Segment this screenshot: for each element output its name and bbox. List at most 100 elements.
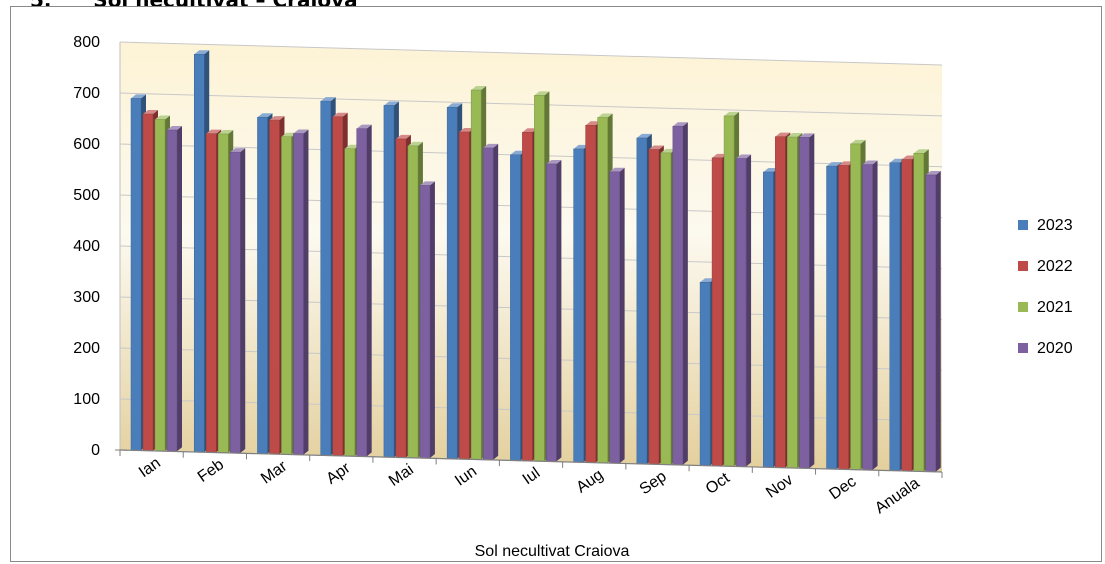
bar-2021-nov [787,136,798,469]
x-axis-line [119,449,943,473]
gridline [119,92,943,117]
bar-top [913,149,929,154]
bar-top [447,103,463,108]
bar-top [850,139,866,144]
bar-2021-feb [217,133,229,453]
x-tick-label: Apr [323,459,354,488]
x-tick-label: Mar [258,457,291,487]
legend-swatch-2022 [1018,261,1028,271]
bar-top [407,141,423,146]
bar-top [712,153,728,158]
bar-2021-dec [850,143,861,470]
bar-2022-oct [711,157,723,467]
bar-top [636,133,652,138]
bar-2022-nov [775,136,786,468]
bar-top [672,122,688,127]
y-tick-label: 500 [73,187,100,204]
bar-2020-feb [229,151,241,454]
y-tick-label: 600 [73,136,100,153]
bar-2023-ian [130,98,142,451]
bar-2021-oct [723,115,735,467]
legend-label-2021: 2021 [1037,299,1073,316]
bar-top [257,113,273,118]
bar-2022-mai [395,138,407,458]
bar-2020-apr [356,128,367,457]
x-tick-label: Aug [573,466,606,496]
bar-2021-sep [660,152,672,465]
bar-2022-sep [648,149,660,465]
x-tick-label: Nov [763,471,796,501]
bar-2023-sep [636,137,648,465]
bar-2022-dec [838,165,849,470]
bar-2021-anuala [913,152,925,472]
bar-top [700,278,716,283]
bar-side [619,167,625,464]
bar-top [471,86,487,91]
bar-2023-iun [446,106,458,460]
bar-top [281,132,297,137]
bar-top [585,121,601,126]
legend-label-2023: 2023 [1037,217,1073,234]
y-tick-label: 0 [91,442,100,459]
bar-top [155,115,170,120]
bar-2021-apr [344,148,355,457]
bar-top [230,148,246,153]
x-tick-label: Sep [637,468,670,498]
bar-2022-mar [269,119,280,455]
bar-2020-nov [799,137,810,469]
bar-2021-aug [597,117,608,464]
bar-2021-iun [470,89,482,460]
bar-top [395,134,411,139]
y-tick-label: 400 [73,238,100,255]
bar-side [240,148,246,453]
bar-top [546,159,562,164]
bar-top [573,144,589,149]
y-tick-label: 700 [73,85,100,102]
bar-2023-mai [383,105,395,458]
bar-side [682,122,688,465]
bar-2023-mar [257,116,268,454]
x-tick-label: Ian [136,454,164,481]
bar-2020-iun [482,147,494,460]
bar-2023-apr [320,100,331,456]
bar-top [838,161,854,166]
bar-side [303,129,309,455]
bar-2023-iul [510,154,521,461]
bar-2022-iul [522,131,533,462]
bar-top [419,181,435,186]
bar-side [872,160,878,470]
bar-2020-mai [419,185,431,459]
bar-top [459,127,475,132]
bar-2023-aug [573,148,584,463]
bar-side [366,124,372,457]
bar-top [332,112,348,117]
bar-top [534,91,550,96]
bar-top [799,133,815,138]
legend-swatch-2023 [1018,220,1028,230]
bar-top [131,94,146,99]
bar-2022-ian [142,113,154,451]
bar-top [763,167,779,172]
y-tick-label: 800 [73,34,100,51]
legend-swatch-2021 [1018,302,1028,312]
bar-2023-oct [699,281,711,466]
bar-2021-mar [281,136,292,455]
gridline [119,41,943,66]
bar-top [483,143,499,148]
bar-top [724,111,740,116]
bar-side [177,126,182,452]
y-tick-label: 200 [73,340,100,357]
bar-top [383,101,399,106]
bar-side [493,143,499,460]
bar-2020-oct [735,158,747,467]
x-tick-label: Iun [452,463,480,490]
bar-2021-ian [154,119,166,452]
x-tick-label: Anuala [872,475,923,518]
bar-2023-dec [826,165,837,470]
bar-2021-mai [407,145,419,458]
x-tick-label: Mai [386,461,417,490]
bar-top [901,155,917,160]
bar-side [746,154,752,467]
bar-side [429,181,435,459]
